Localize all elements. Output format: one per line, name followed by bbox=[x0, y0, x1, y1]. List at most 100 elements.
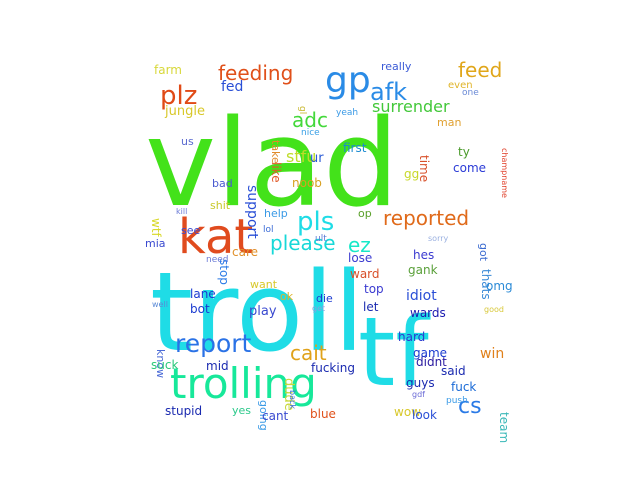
word-really: really bbox=[381, 60, 412, 73]
word-ult: ult bbox=[315, 234, 327, 244]
word-vlad: vlad bbox=[145, 95, 399, 234]
word-even: even bbox=[448, 80, 473, 91]
word-champname: champname bbox=[500, 148, 509, 198]
word-adc: adc bbox=[292, 108, 328, 132]
word-play: play bbox=[249, 304, 277, 319]
word-thats: thats bbox=[479, 269, 493, 300]
word-got: got bbox=[477, 243, 490, 262]
word-pls: pls bbox=[297, 207, 334, 237]
word-die: die bbox=[316, 292, 333, 305]
word-said: said bbox=[441, 364, 466, 378]
word-wow: wow bbox=[394, 405, 421, 419]
word-man: man bbox=[437, 116, 461, 129]
word-report: report bbox=[175, 329, 252, 358]
word-stop: stop bbox=[217, 259, 231, 285]
word-ez: ez bbox=[348, 233, 371, 257]
word-support: support bbox=[244, 185, 260, 239]
word-trolling: trolling bbox=[170, 359, 317, 408]
word-gp: gp bbox=[325, 60, 371, 101]
word-guys: guys bbox=[406, 376, 435, 390]
word-gdf: gdf bbox=[412, 390, 425, 399]
word-cs: cs bbox=[458, 394, 482, 419]
word-fucking: fucking bbox=[311, 361, 355, 375]
word-help: help bbox=[264, 207, 288, 220]
word-well: well bbox=[152, 300, 168, 309]
word-mid: mid bbox=[206, 359, 229, 373]
word-back: back bbox=[288, 390, 297, 409]
word-yes: yes bbox=[232, 404, 251, 417]
word-ty: ty bbox=[458, 145, 470, 159]
word-cant: cant bbox=[262, 409, 289, 423]
word-ur: ur bbox=[310, 151, 324, 166]
word-first: first bbox=[343, 141, 367, 155]
word-us: us bbox=[181, 135, 194, 148]
word-push: push bbox=[446, 396, 468, 406]
word-reported: reported bbox=[383, 206, 469, 230]
word-team: team bbox=[497, 412, 511, 443]
word-shit: shit bbox=[210, 199, 231, 212]
word-care: care bbox=[232, 245, 258, 259]
word-fed: fed bbox=[221, 79, 243, 95]
word-kill: kill bbox=[176, 207, 187, 216]
word-nice: nice bbox=[301, 128, 320, 138]
word-gank: gank bbox=[408, 263, 438, 277]
word-look: look bbox=[412, 408, 437, 422]
word-mia: mia bbox=[145, 237, 166, 250]
word-noob: noob bbox=[292, 176, 322, 190]
word-gl: gl bbox=[297, 106, 307, 114]
word-need: need bbox=[206, 255, 229, 265]
word-yeah: yeah bbox=[336, 108, 358, 118]
word-suck: suck bbox=[151, 358, 178, 372]
word-know: know bbox=[154, 349, 167, 378]
word-kat: kat bbox=[178, 209, 253, 265]
word-take: take bbox=[269, 140, 282, 164]
word-top: top bbox=[364, 282, 384, 296]
word-bad: bad bbox=[212, 177, 233, 190]
word-let: let bbox=[363, 300, 379, 314]
word-see: see bbox=[181, 224, 200, 237]
word-wtf: wtf bbox=[149, 218, 163, 238]
word-want: want bbox=[250, 278, 278, 291]
word-fuck: fuck bbox=[451, 380, 476, 394]
word-afk: afk bbox=[370, 78, 407, 106]
word-get: get bbox=[312, 304, 325, 313]
word-feeding: feeding bbox=[218, 61, 293, 85]
word-troll: troll bbox=[150, 248, 364, 376]
word-lol: lol bbox=[263, 225, 274, 235]
word-wards: wards bbox=[410, 306, 446, 320]
word-time: time bbox=[417, 155, 431, 182]
word-op: op bbox=[358, 207, 372, 220]
word-stupid: stupid bbox=[165, 404, 202, 418]
word-feed: feed bbox=[458, 58, 502, 82]
word-jungle: jungle bbox=[164, 104, 205, 119]
word-lane: lane bbox=[190, 287, 216, 301]
word-good: good bbox=[484, 305, 504, 314]
word-omg: omg bbox=[486, 279, 513, 293]
word-sorry: sorry bbox=[428, 234, 449, 243]
word-stfu: stfu bbox=[286, 147, 316, 166]
word-please: please bbox=[270, 231, 336, 255]
word-gg: gg bbox=[404, 167, 419, 181]
word-surrender: surrender bbox=[372, 97, 450, 116]
word-blue: blue bbox=[310, 407, 336, 421]
word-game: game bbox=[413, 346, 447, 360]
word-farm: farm bbox=[154, 63, 182, 77]
word-ok: ok bbox=[280, 290, 294, 303]
word-come: come bbox=[453, 161, 486, 175]
word-lose: lose bbox=[348, 251, 372, 265]
word-ward: ward bbox=[350, 267, 380, 281]
word-idiot: idiot bbox=[406, 288, 437, 304]
word-one: one bbox=[462, 88, 479, 98]
word-bot: bot bbox=[190, 302, 210, 316]
word-win: win bbox=[480, 346, 504, 362]
word-hes: hes bbox=[413, 248, 434, 262]
word-tf: tf bbox=[358, 298, 431, 408]
word-like: like bbox=[269, 162, 283, 183]
word-didnt: didnt bbox=[416, 355, 447, 369]
word-hard: hard bbox=[398, 330, 425, 344]
word-cait: cait bbox=[290, 341, 327, 365]
word-dude: dude bbox=[281, 378, 296, 411]
word-going: going bbox=[257, 400, 270, 431]
